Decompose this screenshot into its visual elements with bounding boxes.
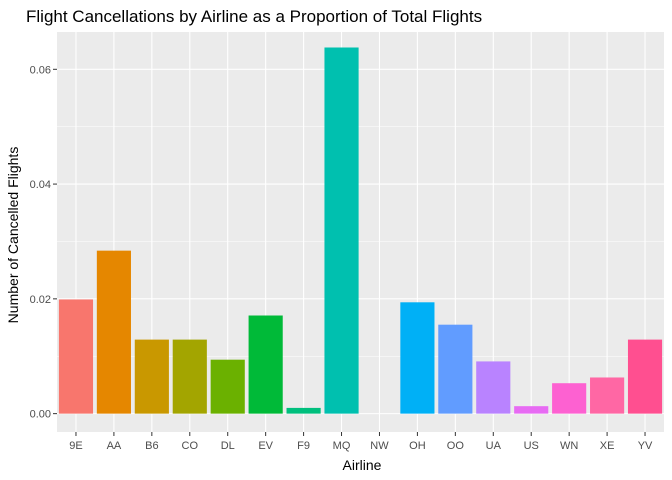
bar-dl — [210, 359, 245, 414]
x-axis-title: Airline — [343, 457, 382, 473]
y-tick-label: 0.04 — [30, 179, 51, 191]
bar-xe — [590, 377, 625, 414]
bar-aa — [96, 250, 131, 414]
y-axis-title: Number of Cancelled Flights — [5, 147, 21, 324]
x-tick-label: OH — [409, 440, 426, 452]
x-tick-label: YV — [638, 440, 653, 452]
bar-yv — [627, 339, 663, 414]
y-tick-label: 0.06 — [30, 64, 51, 76]
x-tick-label: WN — [560, 440, 578, 452]
x-tick-label: US — [524, 440, 539, 452]
x-tick-label: F9 — [297, 440, 310, 452]
x-tick-label: AA — [107, 440, 122, 452]
bar-ev — [248, 315, 283, 414]
bar-wn — [552, 383, 587, 414]
x-tick-label: MQ — [333, 440, 351, 452]
bar-mq — [324, 47, 359, 414]
x-tick-label: CO — [182, 440, 199, 452]
chart-title: Flight Cancellations by Airline as a Pro… — [26, 7, 482, 26]
y-tick-label: 0.00 — [30, 409, 51, 421]
bars — [58, 47, 663, 414]
x-tick-label: XE — [600, 440, 615, 452]
bar-oh — [400, 302, 435, 414]
x-tick-label: NW — [370, 440, 389, 452]
x-tick-label: EV — [258, 440, 273, 452]
x-tick-label: 9E — [69, 440, 82, 452]
bar-9e — [58, 299, 94, 414]
bar-co — [172, 339, 207, 414]
y-tick-label: 0.02 — [30, 294, 51, 306]
bar-us — [514, 406, 549, 414]
x-tick-label: DL — [221, 440, 235, 452]
x-tick-label: UA — [486, 440, 502, 452]
x-tick-label: OO — [447, 440, 465, 452]
x-axis-ticks: 9E AA B6 CO DL EV F9 MQ NW OH OO UA US WN XE YV — [69, 432, 653, 452]
bar-ua — [476, 361, 511, 414]
bar-f9 — [286, 407, 321, 414]
y-axis-ticks: 0.00 0.02 0.04 0.06 — [30, 64, 57, 421]
bar-oo — [438, 324, 473, 414]
x-tick-label: B6 — [145, 440, 158, 452]
bar-b6 — [134, 339, 169, 414]
